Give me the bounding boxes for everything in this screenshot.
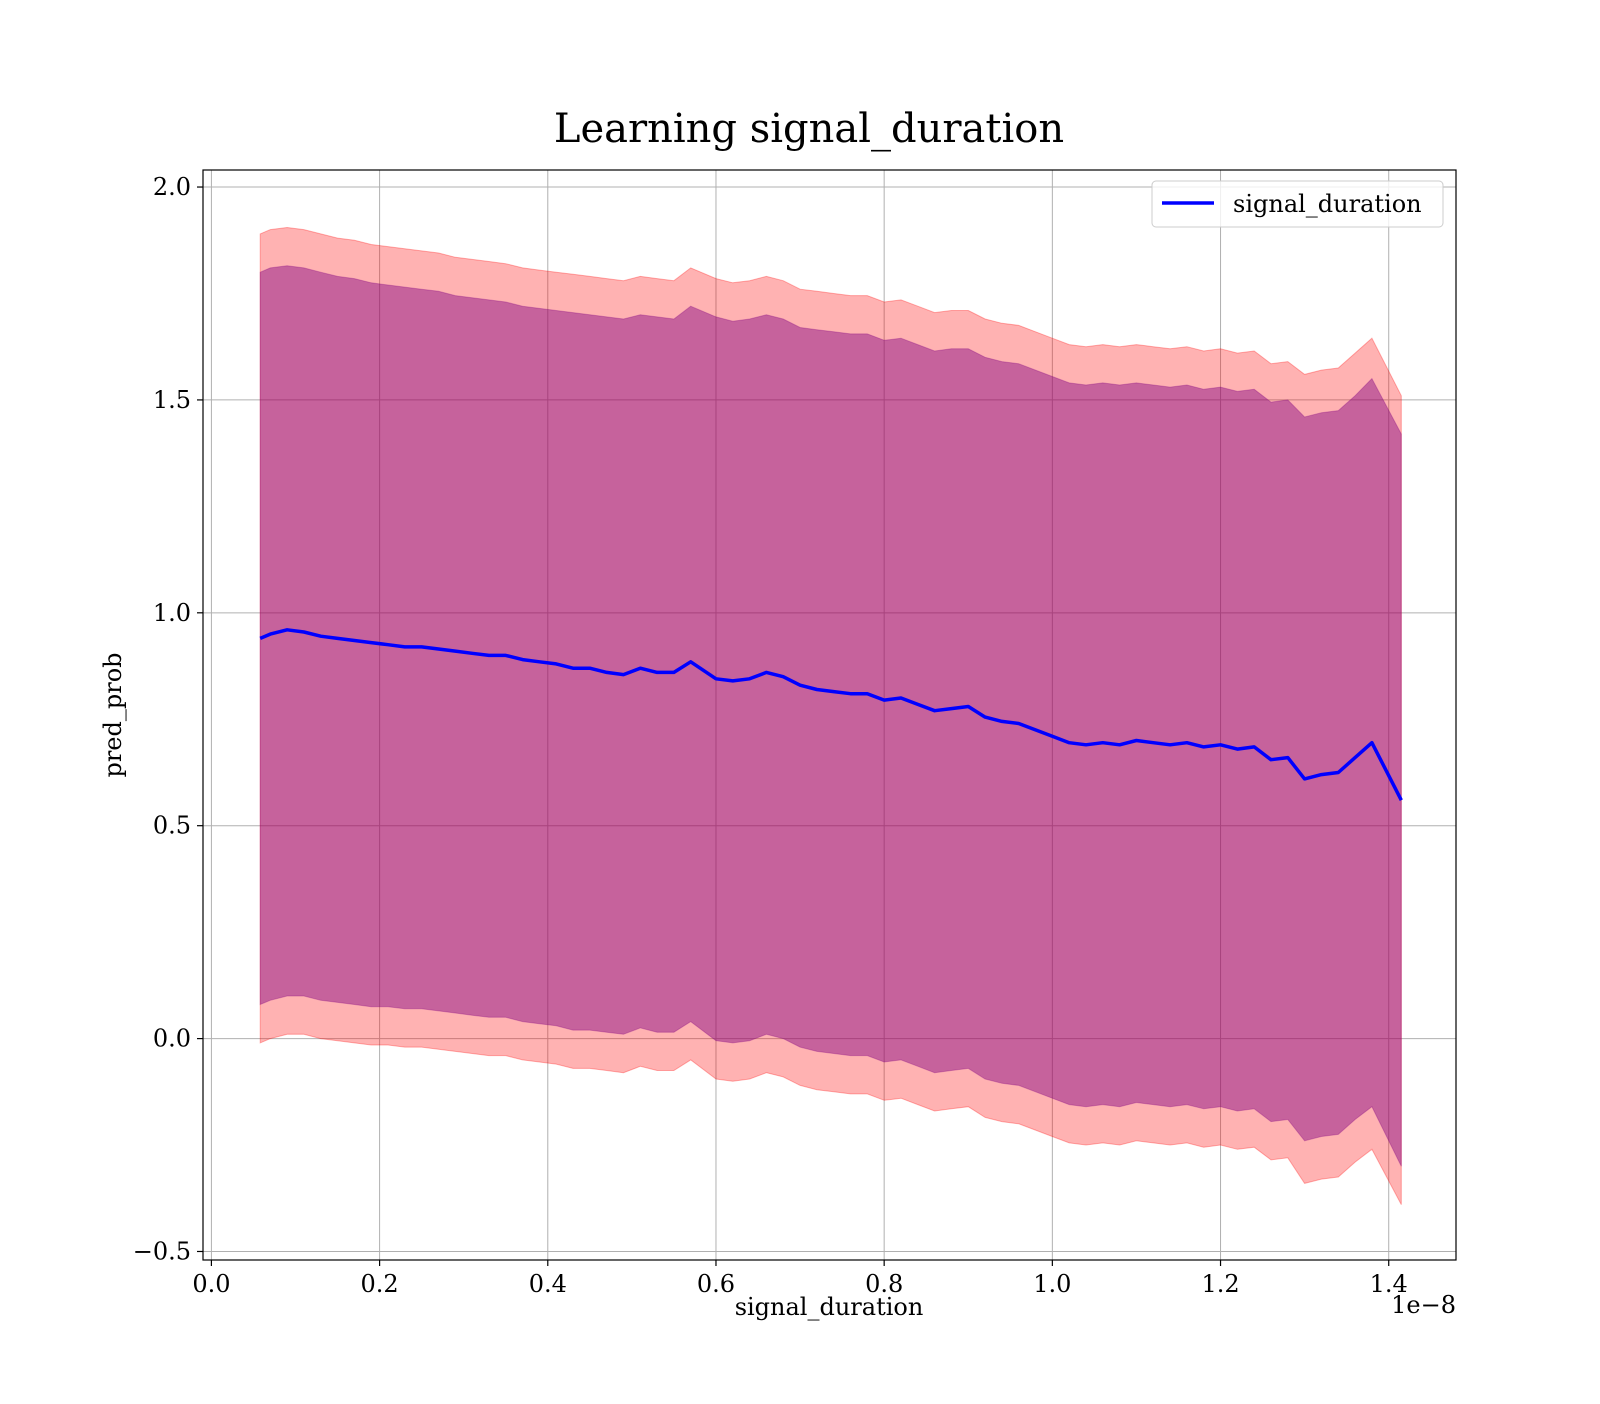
y-tick-label: 1.5 [153,386,191,414]
legend-entry-label: signal_duration [1233,190,1422,218]
series-line-signal_duration [259,628,1403,801]
confidence-bands [259,226,1402,1205]
x-tick-label: 0.4 [529,1270,567,1298]
y-tick-label: 0.5 [153,812,191,840]
inner-confidence-band [259,265,1402,1167]
x-tick-label: 1.4 [1370,1270,1408,1298]
x-tick-label: 0.2 [361,1270,399,1298]
plot-frame [202,169,1457,1261]
y-tick-label: 1.0 [153,599,191,627]
x-tick-label: 1.0 [1033,1270,1071,1298]
legend-box [1151,180,1444,228]
x-tick-label: 0.6 [697,1270,735,1298]
series-lines [259,628,1403,801]
y-tick-label: 2.0 [153,173,191,201]
outer-confidence-band [259,226,1402,1205]
y-tick-label: 0.0 [153,1025,191,1053]
y-tick-label: −0.5 [133,1237,191,1265]
x-tick-label: 0.8 [865,1270,903,1298]
y-axis-ticks: −0.5 0.0 0.5 1.0 1.5 2.0 [133,173,203,1265]
legend: signal_duration [1151,180,1444,228]
chart-title: Learning signal_duration [554,106,1064,152]
y-axis-label: pred_prob [99,652,127,777]
x-tick-label: 1.2 [1201,1270,1239,1298]
x-axis-ticks: 0.0 0.2 0.4 0.6 0.8 1.0 1.2 1.4 [192,1260,1408,1298]
x-axis-offset-text: 1e−8 [1391,1291,1456,1319]
x-axis-label: signal_duration [735,1293,924,1321]
x-tick-label: 0.0 [192,1270,230,1298]
